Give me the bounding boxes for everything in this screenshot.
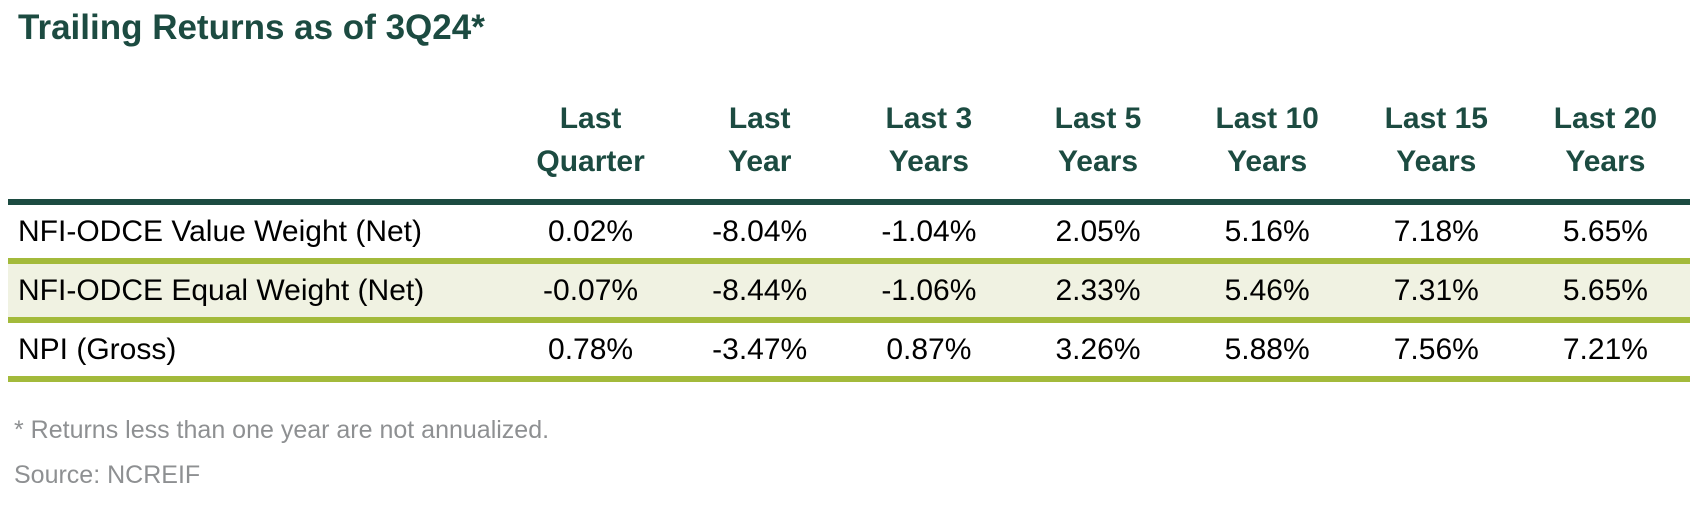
col-header-last-3-years: Last 3 Years — [844, 92, 1014, 206]
col-header-line1: Last — [559, 102, 622, 135]
cell-last-15-years: 7.31% — [1351, 261, 1521, 324]
cell-last-3-years: 0.87% — [844, 320, 1014, 383]
source-footnote: Source: NCREIF — [14, 461, 201, 489]
cell-last-10-years: 5.16% — [1182, 202, 1352, 265]
cell-last-10-years: 5.88% — [1182, 320, 1352, 383]
cell-last-5-years: 2.33% — [1013, 261, 1183, 324]
col-header-line1: Last 3 — [885, 102, 973, 135]
table-row-npi-gross: NPI (Gross) 0.78% -3.47% 0.87% 3.26% 5.8… — [8, 320, 1690, 383]
table-row-nfi-odce-value-weight: NFI-ODCE Value Weight (Net) 0.02% -8.04%… — [8, 202, 1690, 265]
col-header-last-15-years: Last 15 Years — [1351, 92, 1521, 206]
col-header-line2: Years — [888, 144, 969, 178]
col-header-last-year: Last Year — [675, 92, 845, 206]
col-header-line2: Year — [728, 144, 792, 178]
header-spacer — [8, 92, 506, 206]
col-header-last-quarter: Last Quarter — [506, 92, 676, 206]
col-header-last-10-years: Last 10 Years — [1182, 92, 1352, 206]
cell-last-20-years: 5.65% — [1520, 202, 1690, 265]
cell-last-20-years: 5.65% — [1520, 261, 1690, 324]
col-header-line1: Last 20 — [1553, 102, 1658, 135]
cell-last-15-years: 7.56% — [1351, 320, 1521, 383]
row-label: NPI (Gross) — [8, 320, 506, 383]
annualized-footnote: * Returns less than one year are not ann… — [14, 416, 550, 444]
cell-last-10-years: 5.46% — [1182, 261, 1352, 324]
page-title: Trailing Returns as of 3Q24* — [18, 8, 485, 47]
cell-last-20-years: 7.21% — [1520, 320, 1690, 383]
col-header-line2: Quarter — [536, 144, 645, 178]
col-header-line1: Last 15 — [1384, 102, 1488, 135]
col-header-line1: Last — [728, 102, 791, 135]
cell-last-quarter: 0.02% — [506, 202, 676, 265]
cell-last-year: -8.44% — [675, 261, 845, 324]
col-header-line2: Years — [1057, 144, 1139, 178]
col-header-last-20-years: Last 20 Years — [1520, 92, 1690, 206]
cell-last-year: -8.04% — [675, 202, 845, 265]
col-header-line2: Years — [1227, 144, 1308, 178]
trailing-returns-table: Last Quarter Last Year Last 3 Years Last 5 Y… — [8, 92, 1690, 383]
col-header-last-5-years: Last 5 Years — [1013, 92, 1183, 206]
cell-last-5-years: 3.26% — [1013, 320, 1183, 383]
col-header-line2: Years — [1396, 144, 1477, 178]
cell-last-quarter: 0.78% — [506, 320, 676, 383]
table-row-nfi-odce-equal-weight: NFI-ODCE Equal Weight (Net) -0.07% -8.44… — [8, 261, 1690, 324]
col-header-line2: Years — [1565, 144, 1646, 178]
cell-last-5-years: 2.05% — [1013, 202, 1183, 265]
row-label: NFI-ODCE Value Weight (Net) — [8, 202, 506, 265]
cell-last-15-years: 7.18% — [1351, 202, 1521, 265]
cell-last-year: -3.47% — [675, 320, 845, 383]
cell-last-quarter: -0.07% — [506, 261, 676, 324]
col-header-line1: Last 10 — [1215, 102, 1319, 135]
cell-last-3-years: -1.04% — [844, 202, 1014, 265]
row-label: NFI-ODCE Equal Weight (Net) — [8, 261, 506, 324]
header-row: Last Quarter Last Year Last 3 Years Last 5 Y… — [8, 92, 1690, 206]
col-header-line1: Last 5 — [1054, 102, 1142, 135]
cell-last-3-years: -1.06% — [844, 261, 1014, 324]
